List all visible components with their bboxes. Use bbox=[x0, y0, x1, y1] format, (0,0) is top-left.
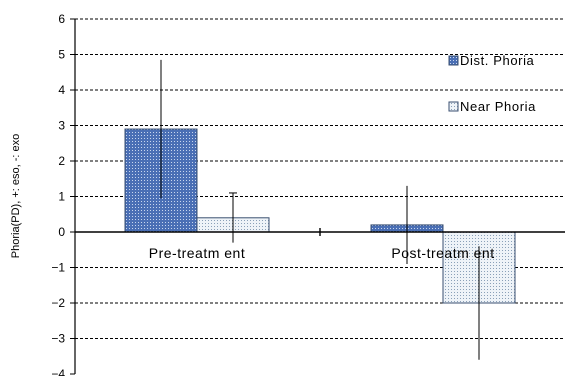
y-tick-label: −2 bbox=[51, 296, 65, 310]
y-tick-label: −4 bbox=[51, 367, 65, 376]
y-tick-label: 3 bbox=[58, 119, 65, 133]
bars bbox=[124, 128, 516, 304]
legend-swatch bbox=[448, 101, 459, 112]
legend: Dist. Phoria Near Phoria bbox=[448, 53, 536, 114]
y-tick-label: 6 bbox=[58, 12, 65, 26]
category-label: Pre-treatm ent bbox=[149, 245, 245, 261]
category-labels: Pre-treatm ent Post-treatm ent bbox=[149, 245, 494, 261]
y-tick-label: −1 bbox=[51, 261, 65, 275]
y-tick-label: −3 bbox=[51, 332, 65, 346]
y-tick-label: 5 bbox=[58, 48, 65, 62]
y-axis-label: Phoria(PD), +: eso, -: exo bbox=[10, 134, 22, 258]
error-bars bbox=[160, 59, 480, 360]
axes bbox=[70, 18, 565, 375]
y-tick-label: 1 bbox=[58, 190, 65, 204]
y-tick-label: 2 bbox=[58, 154, 65, 168]
category-label: Post-treatm ent bbox=[391, 245, 494, 261]
legend-swatch bbox=[448, 55, 459, 66]
y-tick-labels: −4 −3 −2 −1 0 1 2 3 4 5 6 bbox=[51, 12, 65, 376]
y-tick-label: 0 bbox=[58, 225, 65, 239]
legend-label: Dist. Phoria bbox=[460, 53, 535, 68]
y-tick-label: 4 bbox=[58, 83, 65, 97]
legend-label: Near Phoria bbox=[460, 99, 536, 114]
